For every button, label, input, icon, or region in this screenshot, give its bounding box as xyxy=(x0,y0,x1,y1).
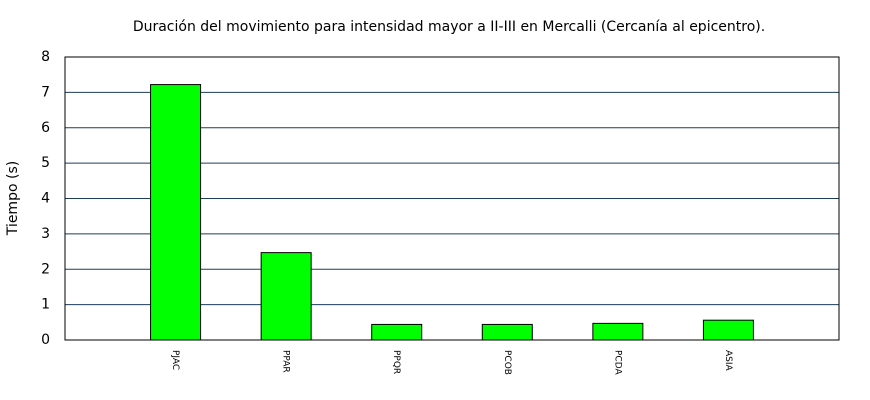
chart-title: Duración del movimiento para intensidad … xyxy=(133,19,765,35)
bar xyxy=(260,252,312,341)
bar xyxy=(702,319,754,341)
plot-frame xyxy=(64,56,840,341)
y-tick-label: 6 xyxy=(41,120,50,136)
x-tick-label: PPQR xyxy=(391,350,401,374)
x-tick-label: PPAR xyxy=(281,350,291,373)
y-tick-label: 8 xyxy=(41,49,50,65)
y-tick-label: 1 xyxy=(41,297,50,313)
y-tick-label: 3 xyxy=(41,226,50,242)
y-tick-label: 5 xyxy=(41,155,50,171)
y-tick-label: 4 xyxy=(41,191,50,207)
bar xyxy=(371,323,423,341)
y-axis-label: Tiempo (s) xyxy=(5,161,21,236)
bar xyxy=(592,322,644,341)
x-tick-label: PJAC xyxy=(170,350,180,370)
x-tick-label: PCDA xyxy=(612,350,622,375)
x-tick-label: PCOB xyxy=(502,350,512,375)
y-tick-label: 2 xyxy=(41,261,50,277)
y-tick-label: 7 xyxy=(41,84,50,100)
y-tick-label: 0 xyxy=(41,332,50,348)
bar xyxy=(150,84,202,341)
x-tick-label: ASIA xyxy=(723,350,733,372)
bar xyxy=(481,323,533,341)
